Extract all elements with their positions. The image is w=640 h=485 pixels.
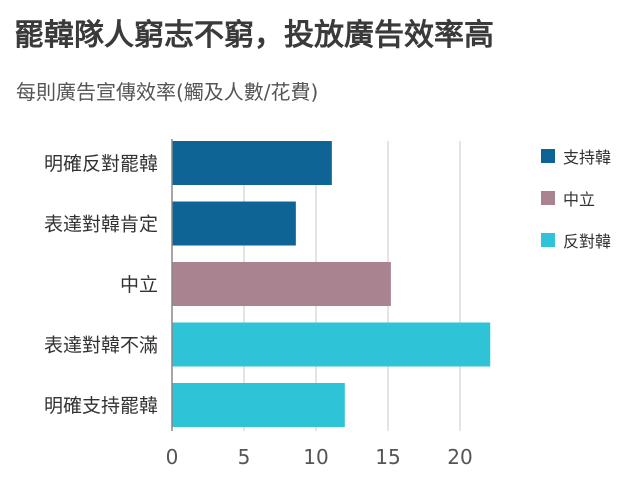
bar-2 [172, 262, 391, 306]
legend-item-0: 支持韓 [541, 146, 612, 167]
legend-swatch-0 [541, 149, 555, 163]
category-label-3: 表達對韓不滿 [44, 335, 158, 357]
bar-1 [172, 201, 296, 246]
bar-3 [172, 322, 491, 367]
category-label-0: 明確反對罷韓 [44, 153, 158, 175]
x-tick-label-1: 5 [238, 445, 251, 469]
category-label-4: 明確支持罷韓 [44, 395, 158, 417]
bar-4 [172, 383, 345, 427]
legend-swatch-2 [541, 233, 555, 247]
legend: 支持韓 中立 反對韓 [541, 146, 611, 272]
legend-label-0: 支持韓 [563, 148, 612, 167]
x-tick-label-3: 15 [375, 445, 400, 469]
legend-item-1: 中立 [541, 188, 611, 209]
category-label-2: 中立 [120, 274, 158, 296]
category-label-1: 表達對韓肯定 [44, 214, 158, 236]
legend-label-1: 中立 [563, 190, 596, 209]
legend-label-2: 反對韓 [563, 232, 612, 251]
chart-title: 罷韓隊人窮志不窮，投放廣告效率高 [14, 18, 494, 53]
legend-swatch-1 [541, 191, 555, 205]
chart-subtitle: 每則廣告宣傳效率(觸及人數/花費) [16, 80, 319, 104]
x-tick-label-0: 0 [166, 445, 179, 469]
legend-item-2: 反對韓 [541, 230, 612, 251]
x-tick-label-4: 20 [447, 445, 472, 469]
bar-0 [172, 141, 332, 185]
x-tick-label-2: 10 [303, 445, 328, 469]
